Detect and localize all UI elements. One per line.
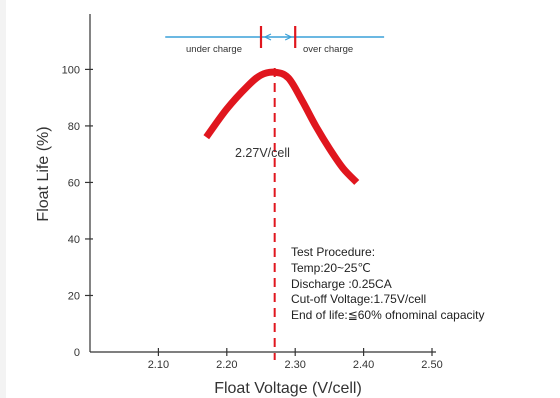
y-tick-label: 80	[68, 121, 80, 133]
float-life-curve	[203, 68, 360, 185]
x-tick-label: 2.30	[284, 359, 305, 371]
y-tick-label: 60	[68, 177, 80, 189]
x-tick-label: 2.10	[148, 359, 169, 371]
ticks: 0 20 40 60 80 100 2.10 2.20 2.30 2.40 2.50	[62, 64, 443, 371]
x-tick-label: 2.40	[353, 359, 374, 371]
over-charge-label: over charge	[303, 44, 353, 55]
x-tick-label: 2.20	[216, 359, 237, 371]
note-line: Cut-off Voltage:1.75V/cell	[291, 292, 426, 306]
y-tick-label: 100	[62, 64, 80, 76]
band-arrow-right	[284, 33, 293, 41]
series-float-life	[203, 68, 360, 185]
y-axis-title: Float Life (%)	[35, 126, 52, 221]
note-line: End of life:≦60% ofnominal capacity	[291, 308, 485, 322]
test-procedure-note: Test Procedure: Temp:20~25℃ Discharge :0…	[291, 245, 485, 322]
note-line: Discharge :0.25CA	[291, 277, 392, 291]
note-line: Temp:20~25℃	[291, 261, 371, 275]
x-axis-title: Float Voltage (V/cell)	[214, 380, 362, 397]
charge-band	[165, 26, 385, 48]
chart-frame: 0 20 40 60 80 100 2.10 2.20 2.30 2.40 2.50 Float V…	[6, 0, 560, 398]
optimum-voltage-label: 2.27V/cell	[235, 146, 290, 160]
x-tick-label: 2.50	[421, 359, 442, 371]
y-tick-label: 0	[74, 347, 80, 359]
note-line: Test Procedure:	[291, 245, 375, 259]
band-arrow-left	[263, 33, 272, 41]
float-life-chart: 0 20 40 60 80 100 2.10 2.20 2.30 2.40 2.50 Float V…	[35, 14, 485, 397]
under-charge-label: under charge	[186, 44, 242, 55]
y-tick-label: 20	[68, 290, 80, 302]
y-tick-label: 40	[68, 234, 80, 246]
